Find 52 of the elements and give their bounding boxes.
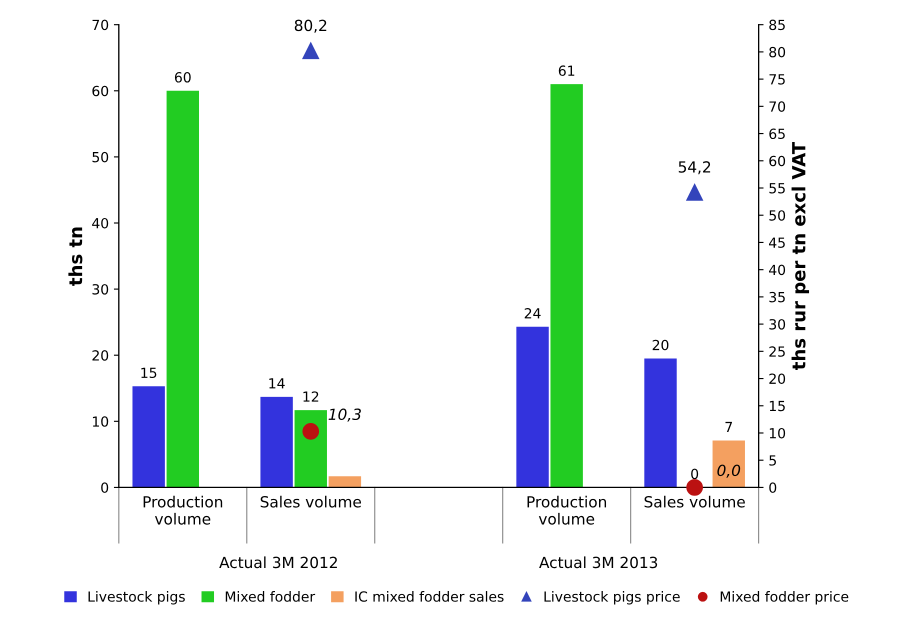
y2-tick-label: 70 [769,101,786,112]
y2-tick-label: 40 [769,264,786,276]
data-label: 7 [725,422,732,432]
y2-tick-label: 25 [769,346,785,357]
y2-axis-title: ths rur per tn excl VAT [792,142,810,370]
data-label: 61 [558,65,574,76]
y-tick-label: 40 [92,218,108,228]
y-tick-label: 0 [101,482,108,493]
data-label: 80,2 [294,20,326,33]
legend-label: Livestock pigs [88,591,185,604]
data-label: 14 [269,378,285,388]
data-label: 0,0 [717,464,740,478]
y-tick-label: 20 [92,350,108,361]
y2-tick-label: 20 [769,374,786,384]
y2-tick-label: 85 [769,20,785,30]
y2-tick-label: 60 [769,156,786,166]
y-tick-label: 30 [92,284,108,295]
y2-tick-label: 55 [769,183,785,194]
x-tick-label: Production volume [144,496,222,525]
data-label: 10,3 [328,408,361,422]
legend-label: IC mixed fodder sales [355,591,504,602]
y2-tick-label: 65 [769,128,785,140]
y2-tick-label: 75 [769,74,785,85]
y2-tick-label: 45 [769,238,785,248]
text: Actual 3M 2012 [219,556,337,568]
legend-label: Livestock pigs price [544,591,680,604]
y-axis-title: ths tn [68,227,82,286]
data-label: 54,2 [678,161,710,174]
data-label: 0 [691,468,698,480]
data-label: 20 [652,340,668,350]
x-tick-label: Production volume [528,496,606,525]
y2-tick-label: 80 [769,46,786,58]
y2-tick-label: 5 [769,455,776,466]
x-tick-label: Sales volume [260,496,362,508]
y2-tick-label: 10 [770,428,786,438]
y-tick-label: 70 [92,20,108,30]
data-label: 24 [524,308,541,318]
y2-tick-label: 35 [769,292,785,302]
legend-label: Mixed fodder [226,591,316,602]
x-tick-label: Sales volume [644,496,745,508]
y2-tick-label: 50 [769,210,786,221]
data-label: 12 [303,391,318,402]
text: Actual 3M 2013 [539,556,658,568]
y-tick-label: 60 [92,86,108,96]
legend-label: Mixed fodder price [720,591,848,604]
y-tick-label: 10 [92,416,108,427]
y2-tick-label: 15 [770,400,785,412]
data-label: 60 [174,72,191,83]
data-label: 15 [141,368,156,378]
y2-tick-label: 0 [769,482,776,493]
y2-tick-label: 30 [769,319,786,330]
y-tick-label: 50 [92,152,108,162]
